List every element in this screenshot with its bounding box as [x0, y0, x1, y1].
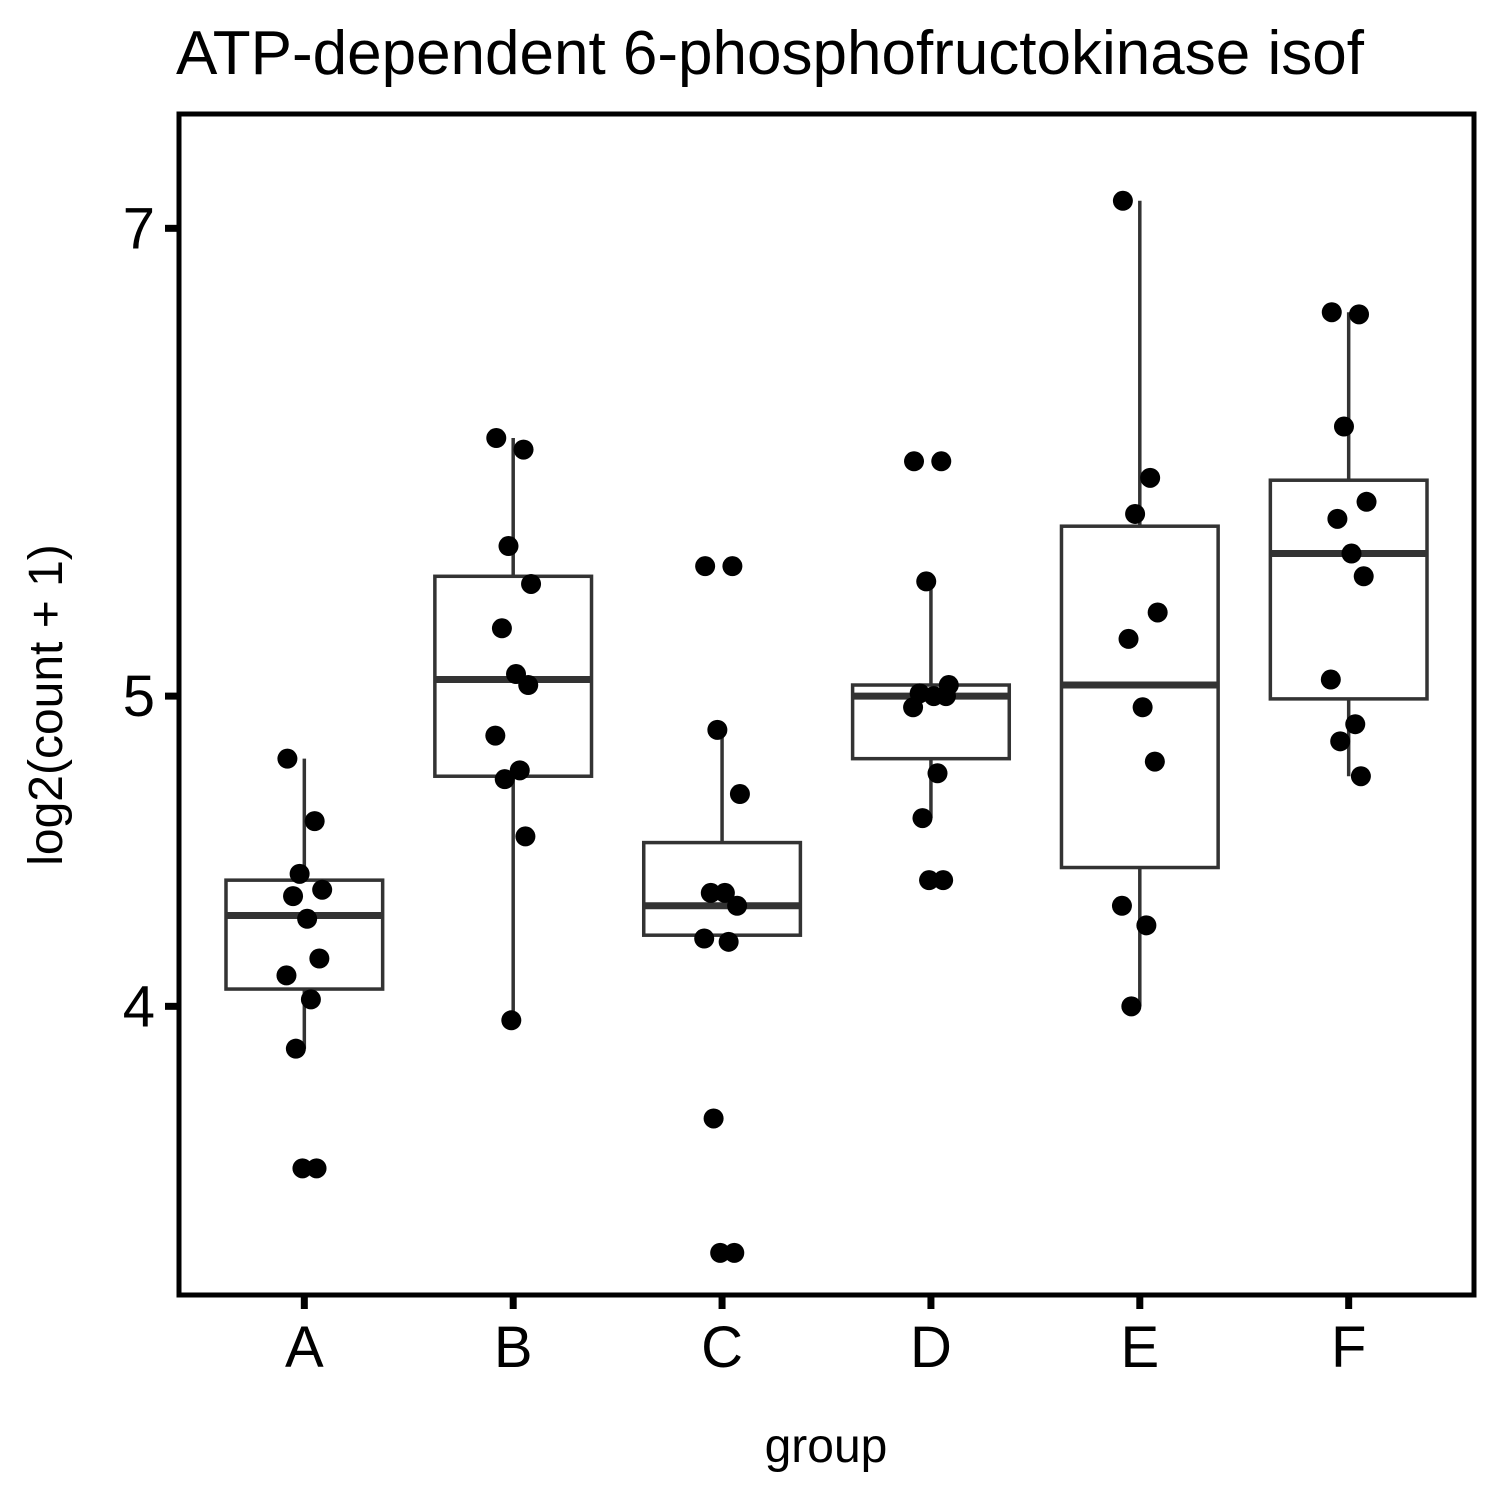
- data-point: [1333, 416, 1354, 437]
- data-point: [695, 556, 716, 577]
- y-tick-label: 5: [123, 664, 155, 729]
- data-point: [518, 675, 539, 696]
- data-point: [486, 428, 507, 449]
- box: [1268, 478, 1429, 701]
- data-point: [1350, 766, 1371, 787]
- data-point: [927, 763, 948, 784]
- y-axis: 4 5 7: [123, 196, 179, 1039]
- box-group-d: [850, 451, 1012, 891]
- data-point: [1111, 895, 1132, 916]
- x-tick-label: F: [1331, 1315, 1366, 1380]
- data-point: [306, 1158, 327, 1179]
- data-point: [707, 719, 728, 740]
- chart-title: ATP-dependent 6-phosphofructokinase isof: [176, 19, 1365, 88]
- data-point: [904, 451, 925, 472]
- data-point: [722, 556, 743, 577]
- data-point: [285, 1038, 306, 1059]
- panel-border: [176, 111, 1477, 1298]
- data-point: [494, 769, 515, 790]
- data-point: [309, 948, 330, 969]
- y-axis-title: log2(count + 1): [20, 544, 73, 866]
- data-point: [1136, 915, 1157, 936]
- box-group-a: [224, 748, 385, 1179]
- data-point: [1140, 467, 1161, 488]
- data-point: [912, 808, 933, 829]
- box-group-f: [1268, 302, 1429, 787]
- data-point: [1125, 503, 1146, 524]
- data-point: [919, 870, 940, 891]
- data-point: [289, 863, 310, 884]
- box: [850, 683, 1012, 761]
- data-point: [1112, 190, 1133, 211]
- data-point: [283, 886, 304, 907]
- data-point: [1353, 566, 1374, 587]
- box: [224, 878, 385, 991]
- data-point: [916, 571, 937, 592]
- data-point: [1121, 996, 1142, 1017]
- data-point: [501, 1010, 522, 1031]
- data-point: [1356, 491, 1377, 512]
- data-point: [933, 870, 954, 891]
- x-tick-label: E: [1120, 1315, 1159, 1380]
- data-point: [276, 965, 297, 986]
- box-group-c: [641, 556, 803, 1263]
- data-point: [304, 811, 325, 832]
- data-point: [491, 618, 512, 639]
- box-group-e: [1059, 190, 1220, 1017]
- x-tick-label: C: [701, 1315, 743, 1380]
- data-point: [724, 1242, 745, 1263]
- data-point: [509, 760, 530, 781]
- x-tick-label: A: [285, 1315, 324, 1380]
- data-point: [714, 882, 735, 903]
- data-point: [277, 748, 298, 769]
- data-point: [297, 908, 318, 929]
- box: [1059, 524, 1220, 870]
- data-point: [718, 931, 739, 952]
- plot-area: [224, 190, 1429, 1263]
- data-point: [1321, 302, 1342, 323]
- data-point: [513, 439, 534, 460]
- y-tick-label: 4: [123, 974, 155, 1039]
- data-point: [1327, 508, 1348, 529]
- data-point: [700, 882, 721, 903]
- data-point: [727, 895, 748, 916]
- data-point: [515, 826, 536, 847]
- data-point: [710, 1242, 731, 1263]
- data-point: [703, 1108, 724, 1129]
- data-point: [1349, 304, 1370, 325]
- data-point: [498, 536, 519, 557]
- x-axis: A B C D E F: [285, 1295, 1366, 1380]
- x-tick-label: D: [910, 1315, 952, 1380]
- data-point: [931, 451, 952, 472]
- x-axis-title: group: [765, 1420, 888, 1473]
- data-point: [1144, 751, 1165, 772]
- data-point: [903, 697, 924, 718]
- data-point: [1132, 697, 1153, 718]
- data-point: [1330, 731, 1351, 752]
- data-point: [1147, 602, 1168, 623]
- data-point: [292, 1158, 313, 1179]
- data-point: [300, 989, 321, 1010]
- data-point: [1341, 543, 1362, 564]
- data-point: [485, 725, 506, 746]
- data-point: [694, 928, 715, 949]
- data-point: [1118, 628, 1139, 649]
- x-tick-label: B: [494, 1315, 533, 1380]
- data-point: [1320, 669, 1341, 690]
- data-point: [521, 573, 542, 594]
- box-group-b: [433, 428, 594, 1031]
- data-point: [1345, 714, 1366, 735]
- y-tick-label: 7: [123, 196, 155, 261]
- data-point: [935, 686, 956, 707]
- data-point: [312, 879, 333, 900]
- data-point: [729, 784, 750, 805]
